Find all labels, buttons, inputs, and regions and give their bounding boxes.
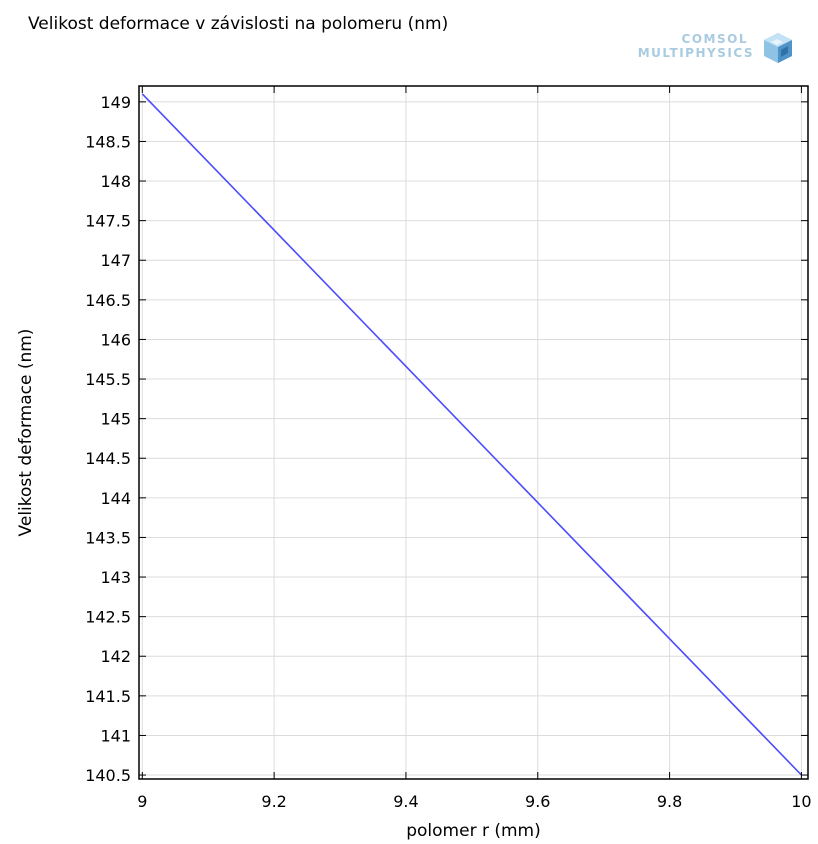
x-axis-label: polomer r (mm): [406, 821, 541, 841]
logo-text-top: COMSOL: [681, 32, 748, 46]
y-tick-label: 148.5: [85, 132, 131, 151]
y-tick-label: 145.5: [85, 370, 131, 389]
series-line: [141, 93, 802, 776]
y-tick-label: 142.5: [85, 608, 131, 627]
y-tick-label: 146.5: [85, 291, 131, 310]
y-tick-label: 141: [100, 726, 131, 745]
y-tick-label: 140.5: [85, 766, 131, 785]
y-tick-label: 143: [100, 568, 131, 587]
y-tick-label: 147.5: [85, 212, 131, 231]
logo-text-bottom: MULTIPHYSICS: [637, 46, 754, 60]
y-tick-label: 141.5: [85, 687, 131, 706]
y-tick-label: 149: [100, 93, 131, 112]
y-tick-label: 144.5: [85, 449, 131, 468]
y-tick-label: 148: [100, 172, 131, 191]
x-tick-label: 9: [137, 792, 147, 811]
plot-frame: [138, 85, 809, 780]
y-tick-label: 143.5: [85, 528, 131, 547]
grid-lines: [139, 86, 808, 779]
x-tick-label: 9.6: [525, 792, 550, 811]
x-tick-label: 9.8: [657, 792, 682, 811]
y-tick-label: 146: [100, 330, 131, 349]
comsol-logo: COMSOL MULTIPHYSICS: [596, 30, 800, 66]
series-layer: [141, 93, 802, 776]
x-tick-label: 9.2: [261, 792, 286, 811]
chart-title: Velikost deformace v závislosti na polom…: [28, 14, 449, 34]
y-tick-label: 144: [100, 489, 131, 508]
y-tick-label: 145: [100, 410, 131, 429]
y-tick-label: 142: [100, 647, 131, 666]
axis-ticks: [139, 86, 808, 779]
cube-icon: [764, 33, 792, 63]
y-tick-label: 147: [100, 251, 131, 270]
tick-labels: 9 9.2 9.4 9.6 9.8 10 140.5 141 141.5 142 142.5 143 1…: [85, 93, 811, 811]
x-tick-label: 9.4: [393, 792, 418, 811]
x-tick-label: 10: [791, 792, 811, 811]
y-axis-label: Velikost deformace (nm): [16, 329, 36, 537]
